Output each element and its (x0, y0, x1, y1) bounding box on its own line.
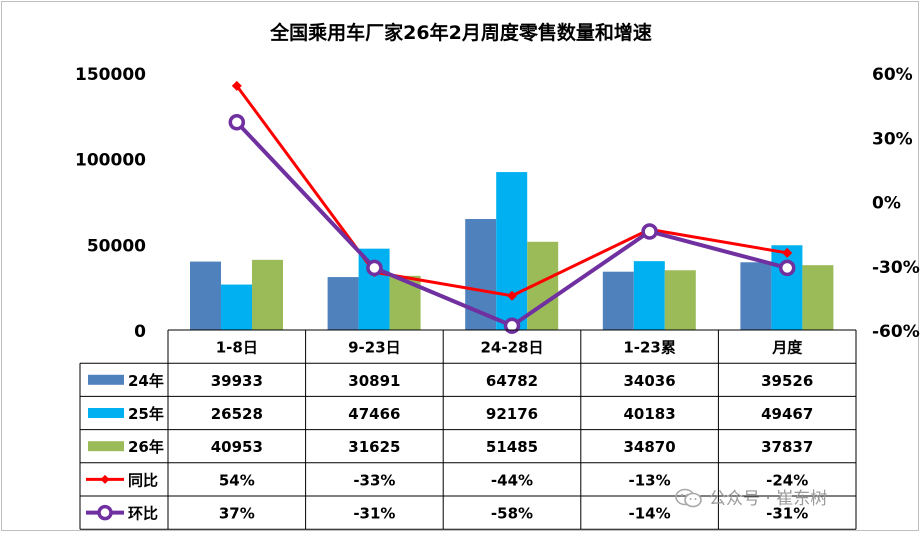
bar-26年-0 (252, 259, 283, 330)
point-环比-2 (503, 317, 521, 334)
table-cell-环比-0: 37% (219, 505, 255, 523)
category-label: 月度 (771, 339, 803, 357)
bar-25年-4 (771, 245, 803, 330)
table-cell-24年-3: 34036 (624, 372, 676, 390)
table-cell-环比-1: -31% (353, 505, 395, 523)
bar-24年-4 (740, 262, 772, 330)
table-cell-25年-0: 26528 (211, 405, 263, 423)
table-cell-26年-2: 51485 (486, 438, 538, 456)
y-right-tick-label: 60% (872, 65, 913, 85)
table-cell-25年-1: 47466 (348, 405, 400, 423)
category-label: 1-23累 (623, 339, 676, 357)
bar-26年-3 (664, 270, 696, 330)
bar-25年-3 (633, 261, 665, 330)
y-left-tick-label: 150000 (75, 65, 146, 85)
table-cell-26年-1: 31625 (348, 438, 400, 456)
chart-title: 全国乘用车厂家26年2月周度零售数量和增速 (270, 22, 652, 44)
table-cell-环比-3: -14% (629, 505, 671, 523)
y-right-tick-label: -30% (872, 258, 920, 278)
legend-label-同比: 同比 (128, 471, 158, 489)
table-cell-环比-4: -31% (766, 505, 808, 523)
bar-24年-1 (327, 277, 359, 330)
table-cell-25年-2: 92176 (486, 405, 538, 423)
point-环比-0 (228, 114, 246, 131)
legend-key-25年 (88, 408, 124, 418)
table-cell-同比-1: -33% (353, 471, 395, 489)
point-环比-4 (778, 259, 796, 277)
table-cell-24年-2: 64782 (486, 372, 538, 390)
category-label: 9-23日 (348, 339, 401, 357)
point-环比-1 (366, 259, 383, 277)
legend-label-26年: 26年 (128, 438, 164, 456)
table-cell-同比-3: -13% (629, 471, 671, 489)
point-同比-2 (507, 290, 517, 301)
point-同比-4 (782, 247, 793, 258)
legend-marker-同比 (100, 474, 110, 484)
legend-label-环比: 环比 (128, 505, 158, 523)
bar-25年-0 (221, 284, 252, 330)
y-left-tick-label: 0 (134, 322, 146, 342)
y-left-tick-label: 100000 (75, 151, 146, 171)
y-right-tick-label: -60% (872, 322, 920, 342)
watermark: 公众号 · 崔东树 (675, 484, 827, 509)
table-cell-24年-0: 39933 (211, 372, 263, 390)
table-cell-24年-4: 39526 (761, 372, 813, 390)
legend-key-26年 (88, 441, 124, 452)
watermark-text: 公众号 · 崔东树 (709, 489, 828, 509)
table-cell-26年-0: 40953 (211, 438, 263, 456)
bar-24年-3 (602, 271, 634, 330)
y-right-tick-label: 30% (872, 129, 913, 149)
wechat-icon (675, 488, 703, 508)
table-cell-环比-2: -58% (491, 505, 533, 523)
y-left-tick-label: 50000 (87, 236, 146, 256)
point-同比-0 (231, 80, 242, 91)
bar-26年-4 (802, 265, 834, 330)
legend-key-24年 (88, 374, 124, 385)
table-cell-同比-2: -44% (491, 471, 533, 489)
legend-label-24年: 24年 (128, 372, 164, 390)
y-right-tick-label: 0% (872, 194, 901, 214)
point-环比-3 (641, 223, 658, 240)
table-cell-26年-3: 34870 (624, 438, 676, 456)
bar-25年-2 (496, 172, 528, 330)
table-cell-24年-1: 30891 (348, 372, 400, 390)
bar-24年-0 (190, 261, 221, 330)
legend-label-25年: 25年 (128, 405, 164, 423)
category-label: 24-28日 (481, 339, 544, 357)
table-cell-25年-3: 40183 (624, 405, 676, 423)
table-cell-同比-0: 54% (219, 471, 255, 489)
legend-marker-环比 (97, 504, 113, 521)
table-cell-25年-4: 49467 (761, 405, 813, 423)
table-cell-26年-4: 37837 (761, 438, 813, 456)
table-cell-同比-4: -24% (766, 471, 808, 489)
category-label: 1-8日 (216, 339, 258, 357)
